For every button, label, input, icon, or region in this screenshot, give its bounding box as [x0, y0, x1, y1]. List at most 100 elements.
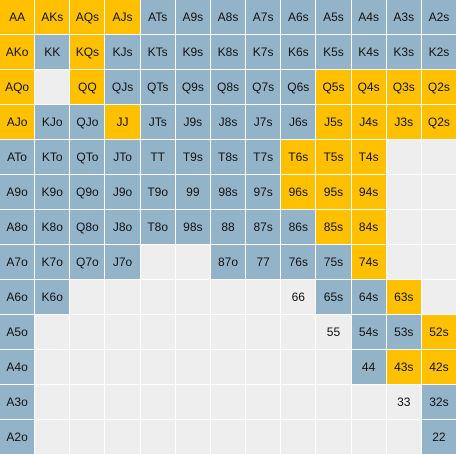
hand-cell-66: 66 — [281, 280, 316, 314]
empty-cell — [246, 315, 281, 349]
empty-cell — [386, 420, 421, 454]
hand-cell-43s: 43s — [386, 350, 421, 384]
empty-cell — [210, 280, 246, 314]
hand-cell-AQo: AQo — [0, 70, 35, 104]
hand-cell-T9o: T9o — [140, 175, 175, 209]
hand-cell-AKo: AKo — [0, 35, 35, 69]
hand-cell-Q9s: Q9s — [175, 70, 210, 104]
hand-cell-ATs: ATs — [140, 0, 175, 34]
empty-cell — [210, 350, 246, 384]
hand-cell-K6o: K6o — [35, 280, 70, 314]
hand-cell-Q2s: Q2s — [421, 105, 456, 139]
hand-cell-A7o: A7o — [0, 245, 35, 279]
hand-cell-A8s: A8s — [210, 0, 246, 34]
hand-cell-AKs: AKs — [35, 0, 70, 34]
hand-cell-44: 44 — [351, 350, 386, 384]
empty-cell — [281, 385, 316, 419]
hand-cell-A9s: A9s — [175, 0, 210, 34]
hand-cell-A7s: A7s — [246, 0, 281, 34]
empty-cell — [70, 315, 105, 349]
hand-cell-Q2s: Q2s — [421, 70, 456, 104]
hand-cell-A3o: A3o — [0, 385, 35, 419]
empty-cell — [210, 385, 246, 419]
hand-cell-ATo: ATo — [0, 140, 35, 174]
empty-cell — [70, 350, 105, 384]
empty-cell — [70, 385, 105, 419]
hand-cell-AJo: AJo — [0, 105, 35, 139]
hand-cell-J7o: J7o — [105, 245, 140, 279]
hand-cell-AQs: AQs — [70, 0, 105, 34]
hand-cell-JJ: JJ — [105, 105, 140, 139]
hand-cell-AA: AA — [0, 0, 35, 34]
hand-cell-TT: TT — [140, 140, 175, 174]
empty-cell — [281, 350, 316, 384]
hand-cell-J3s: J3s — [386, 105, 421, 139]
empty-cell — [35, 350, 70, 384]
empty-cell — [351, 385, 386, 419]
empty-cell — [175, 350, 210, 384]
hand-cell-J8o: J8o — [105, 210, 140, 244]
hand-cell-65s: 65s — [316, 280, 351, 314]
empty-cell — [246, 350, 281, 384]
hand-cell-J6s: J6s — [281, 105, 316, 139]
empty-cell — [105, 315, 140, 349]
hand-cell-A8o: A8o — [0, 210, 35, 244]
empty-cell — [175, 315, 210, 349]
hand-cell-T6s: T6s — [281, 140, 316, 174]
hand-cell-64s: 64s — [351, 280, 386, 314]
hand-cell-76s: 76s — [281, 245, 316, 279]
hand-cell-KJs: KJs — [105, 35, 140, 69]
empty-cell — [175, 280, 210, 314]
hand-cell-98s: 98s — [175, 210, 210, 244]
empty-cell — [35, 315, 70, 349]
hand-cell-A6o: A6o — [0, 280, 35, 314]
empty-cell — [421, 280, 456, 314]
hand-cell-84s: 84s — [351, 210, 386, 244]
hand-cell-K4s: K4s — [351, 35, 386, 69]
empty-cell — [421, 210, 456, 244]
hand-cell-85s: 85s — [316, 210, 351, 244]
empty-cell — [70, 280, 105, 314]
hand-cell-J9s: J9s — [175, 105, 210, 139]
empty-cell — [316, 420, 351, 454]
hand-cell-99: 99 — [175, 175, 210, 209]
hand-cell-32s: 32s — [421, 385, 456, 419]
empty-cell — [386, 175, 421, 209]
hand-cell-Q8o: Q8o — [70, 210, 105, 244]
hand-cell-22: 22 — [421, 420, 456, 454]
empty-cell — [35, 70, 70, 104]
hand-cell-Q4s: Q4s — [351, 70, 386, 104]
hand-cell-Q5s: Q5s — [316, 70, 351, 104]
empty-cell — [246, 280, 281, 314]
hand-cell-A2o: A2o — [0, 420, 35, 454]
empty-cell — [386, 140, 421, 174]
empty-cell — [386, 210, 421, 244]
hand-cell-86s: 86s — [281, 210, 316, 244]
hand-cell-K7o: K7o — [35, 245, 70, 279]
hand-cell-QJs: QJs — [105, 70, 140, 104]
hand-cell-J7s: J7s — [246, 105, 281, 139]
hand-cell-K9o: K9o — [35, 175, 70, 209]
empty-cell — [421, 140, 456, 174]
hand-cell-K8s: K8s — [210, 35, 246, 69]
hand-cell-T4s: T4s — [351, 140, 386, 174]
empty-cell — [210, 420, 246, 454]
hand-cell-K6s: K6s — [281, 35, 316, 69]
empty-cell — [35, 385, 70, 419]
empty-cell — [105, 280, 140, 314]
hand-cell-A5s: A5s — [316, 0, 351, 34]
hand-cell-QTs: QTs — [140, 70, 175, 104]
hand-cell-Q3s: Q3s — [386, 70, 421, 104]
hand-cell-T8s: T8s — [210, 140, 246, 174]
hand-cell-88: 88 — [210, 210, 246, 244]
hand-cell-QTo: QTo — [70, 140, 105, 174]
empty-cell — [175, 245, 210, 279]
hand-cell-T8o: T8o — [140, 210, 175, 244]
empty-cell — [316, 350, 351, 384]
hand-cell-95s: 95s — [316, 175, 351, 209]
hand-cell-K3s: K3s — [386, 35, 421, 69]
hand-cell-A4o: A4o — [0, 350, 35, 384]
hand-cell-A3s: A3s — [386, 0, 421, 34]
hand-cell-AJs: AJs — [105, 0, 140, 34]
